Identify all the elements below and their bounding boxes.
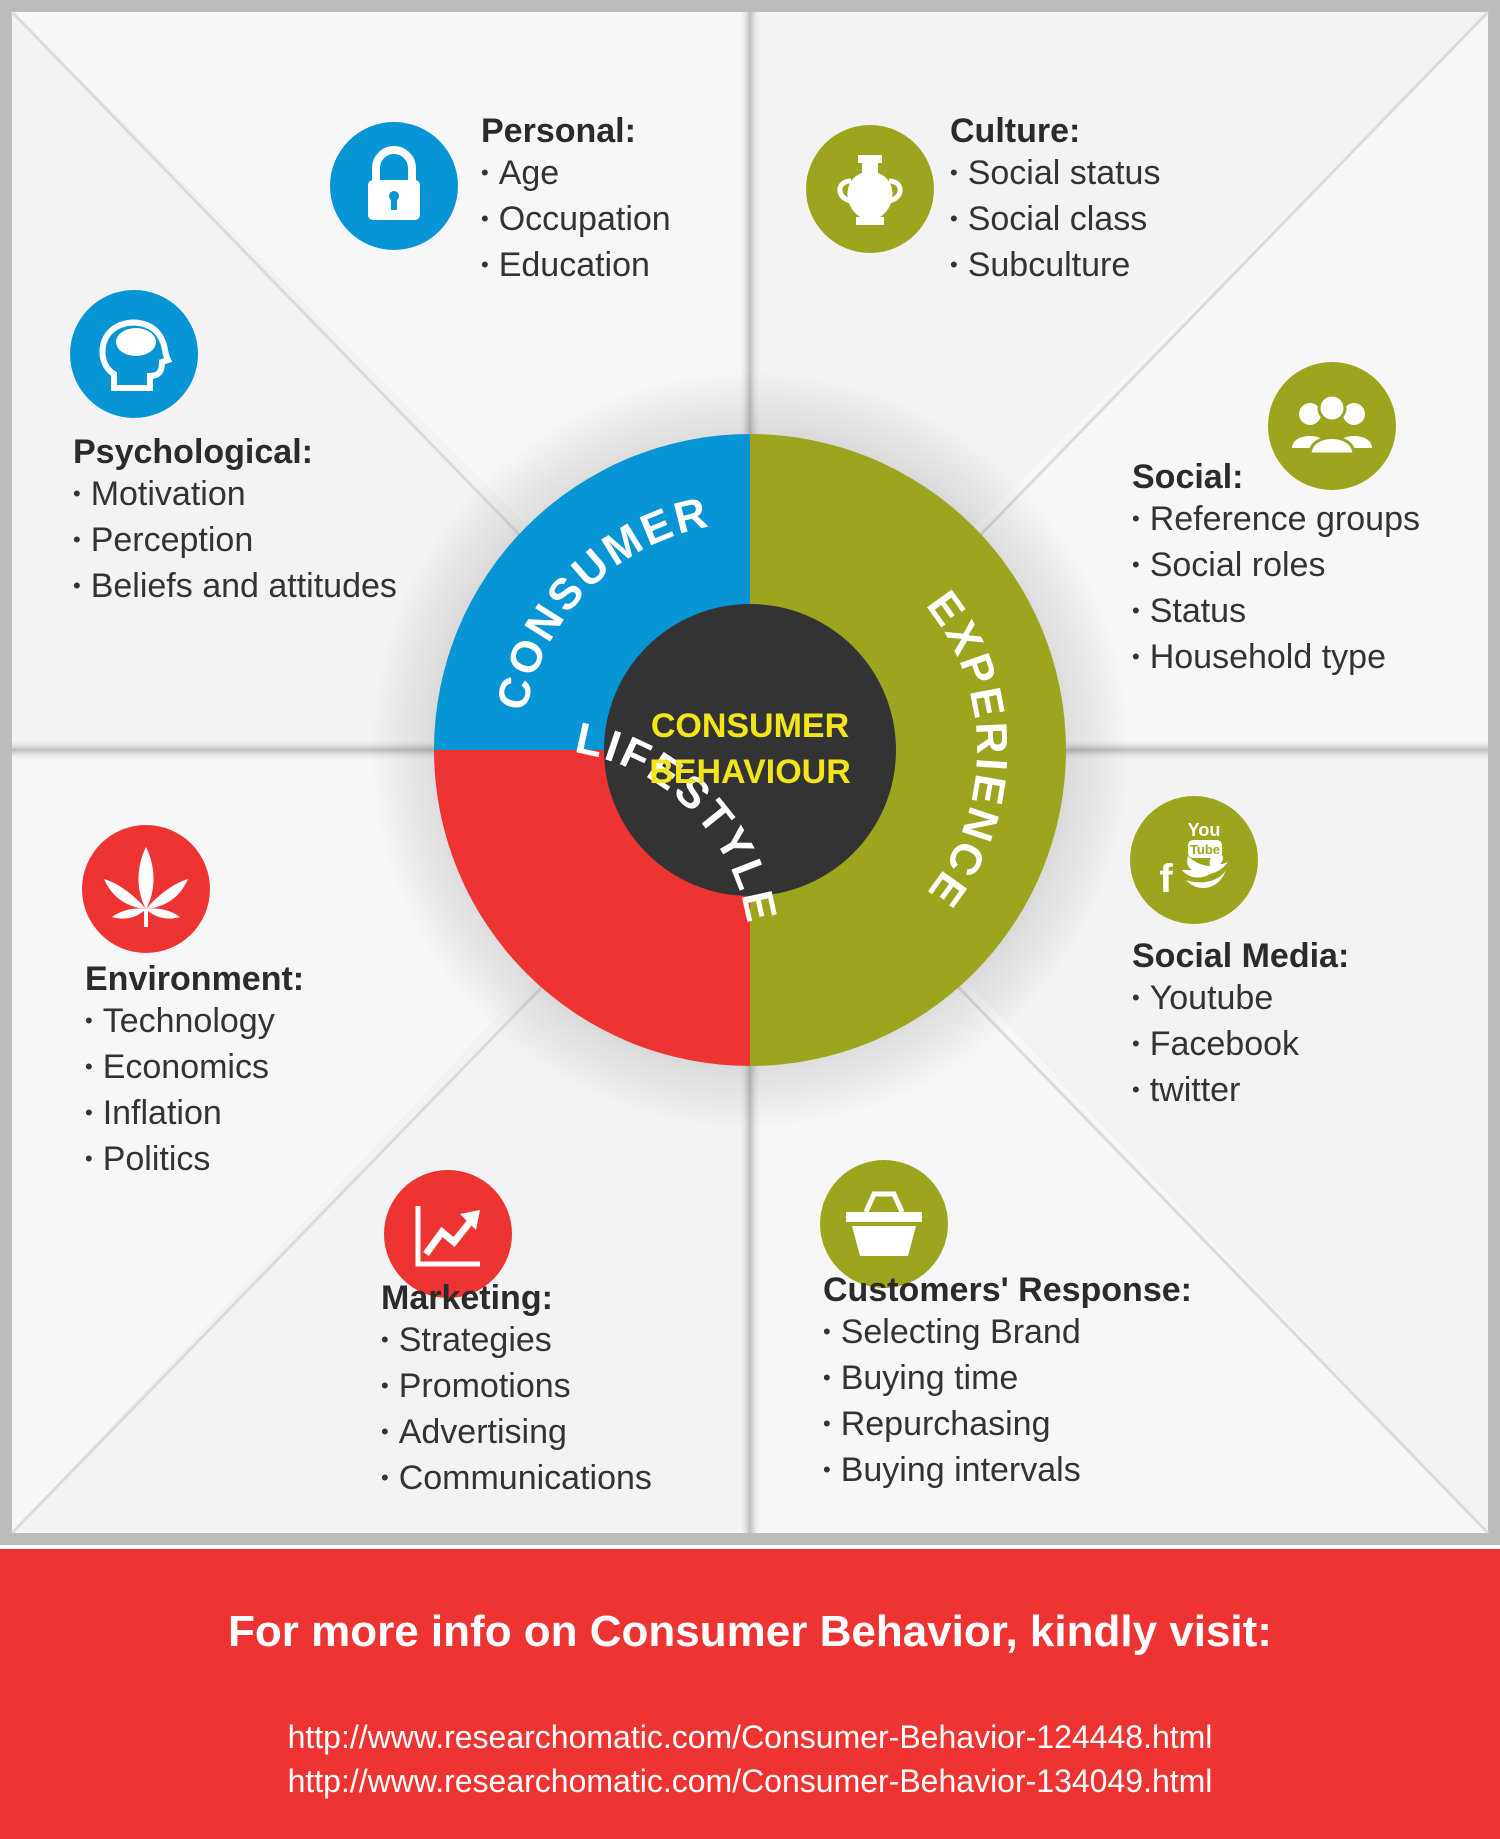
footer-heading: For more info on Consumer Behavior, kind… xyxy=(228,1607,1272,1656)
footer-link-1[interactable]: http://www.researchomatic.com/Consumer-B… xyxy=(287,1719,1213,1755)
list-item: Household type xyxy=(1132,636,1420,682)
list-item: Inflation xyxy=(85,1092,304,1138)
category-title: Marketing: xyxy=(381,1279,553,1317)
list-item: Economics xyxy=(85,1046,304,1092)
list-item: Perception xyxy=(73,519,397,565)
list-item: Beliefs and attitudes xyxy=(73,565,397,611)
center-title-line1: CONSUMER xyxy=(651,707,849,745)
svg-text:f: f xyxy=(1159,857,1173,901)
list-item: Buying time xyxy=(823,1357,1192,1403)
list-item: Social status xyxy=(950,152,1161,198)
category-title: Psychological: xyxy=(73,433,313,471)
center-hub xyxy=(604,604,896,896)
list-item: Advertising xyxy=(381,1411,652,1457)
lock-icon xyxy=(330,122,458,250)
list-item: Age xyxy=(481,152,671,198)
leaf-icon xyxy=(82,825,210,953)
category-title: Social Media: xyxy=(1132,937,1350,975)
list-item: Education xyxy=(481,244,671,290)
list-item: Subculture xyxy=(950,244,1160,290)
list-item: Technology xyxy=(85,1000,304,1046)
category-title: Social: xyxy=(1132,458,1244,496)
category-title: Personal: xyxy=(481,112,636,150)
vase-icon xyxy=(806,125,934,253)
list-item: Facebook xyxy=(1132,1023,1349,1069)
category-customers-response: Customers' Response: Selecting Brand Buy… xyxy=(823,1269,1192,1495)
category-social: Social: Reference groups Social roles St… xyxy=(1132,456,1420,682)
list-item: Occupation xyxy=(481,198,671,244)
head-brain-icon xyxy=(70,290,198,418)
list-item: Selecting Brand xyxy=(823,1311,1192,1357)
category-psychological: Psychological: Motivation Perception Bel… xyxy=(73,431,397,611)
people-icon xyxy=(1268,362,1396,490)
category-title: Culture: xyxy=(950,112,1081,150)
list-item: Buying intervals xyxy=(823,1449,1192,1495)
list-item: Reference groups xyxy=(1132,498,1420,544)
social-media-icon: You Tube f xyxy=(1130,796,1258,924)
footer-banner: For more info on Consumer Behavior, kind… xyxy=(0,1549,1500,1839)
ring-segment-experience xyxy=(750,434,1066,1066)
category-title: Customers' Response: xyxy=(823,1271,1192,1309)
category-environment: Environment: Technology Economics Inflat… xyxy=(85,958,304,1184)
list-item: Social roles xyxy=(1132,544,1420,590)
list-item: Promotions xyxy=(381,1365,652,1411)
basket-icon xyxy=(820,1160,948,1288)
svg-text:You: You xyxy=(1188,820,1221,840)
category-title: Environment: xyxy=(85,960,305,998)
list-item: Social class xyxy=(950,198,1160,244)
category-personal: Personal: Age Occupation Education xyxy=(481,110,671,290)
list-item: Communications xyxy=(381,1457,652,1503)
list-item: Status xyxy=(1132,590,1420,636)
center-title-line2: BEHAVIOUR xyxy=(649,753,851,791)
growth-chart-icon xyxy=(384,1170,512,1298)
panel-frame: CONSUMER EXPERIENCE LIFESTYLE CONSUMER B… xyxy=(0,0,1500,1545)
list-item: Strategies xyxy=(381,1319,652,1365)
category-culture: Culture: Social status Social class Subc… xyxy=(950,110,1160,290)
list-item: Youtube xyxy=(1132,977,1349,1023)
list-item: Repurchasing xyxy=(823,1403,1192,1449)
category-marketing: Marketing: Strategies Promotions Adverti… xyxy=(381,1277,652,1503)
footer-link-2[interactable]: http://www.researchomatic.com/Consumer-B… xyxy=(287,1763,1213,1799)
svg-text:Tube: Tube xyxy=(1190,842,1220,857)
list-item: Politics xyxy=(85,1138,304,1184)
list-item: twitter xyxy=(1132,1069,1349,1115)
list-item: Motivation xyxy=(73,473,397,519)
category-social-media: Social Media: Youtube Facebook twitter xyxy=(1132,935,1349,1115)
